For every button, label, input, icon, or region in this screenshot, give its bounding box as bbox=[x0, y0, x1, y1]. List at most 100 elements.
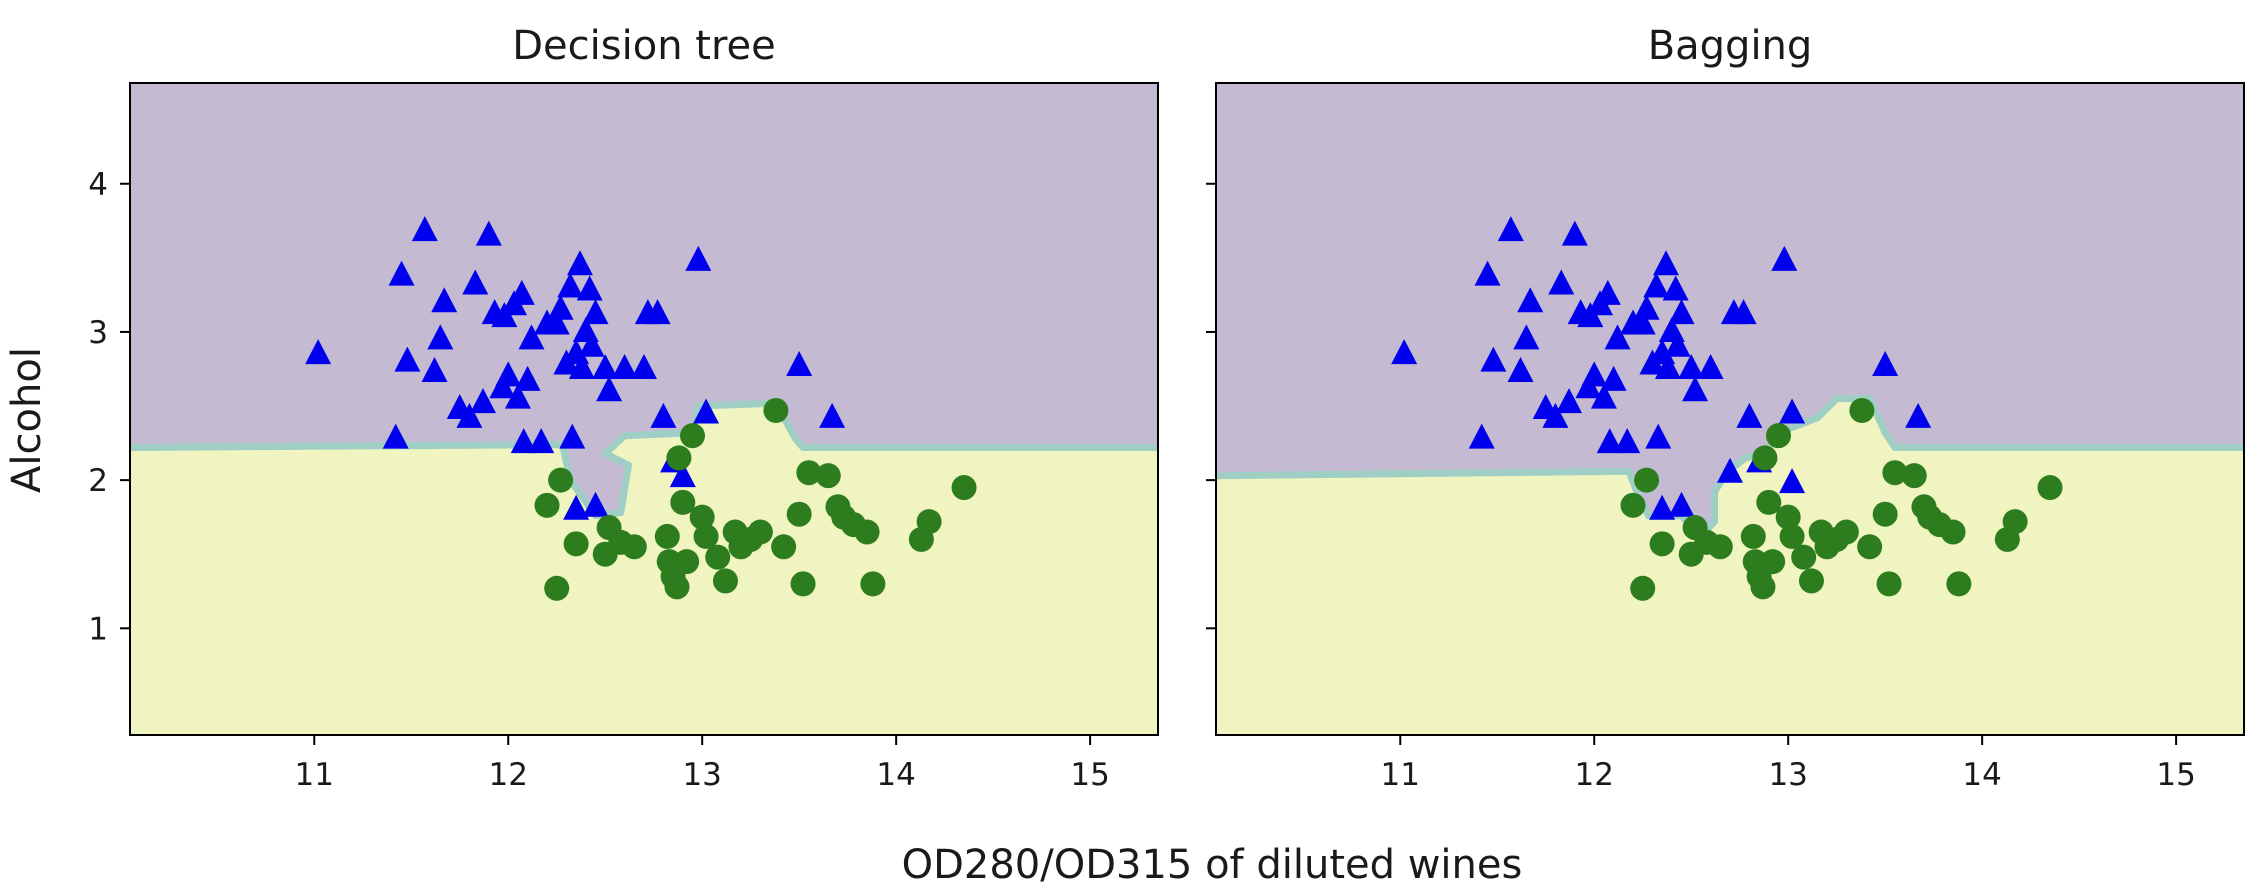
x-tick-label: 15 bbox=[2156, 757, 2195, 793]
class-1-point bbox=[1752, 445, 1778, 471]
class-0-triangle bbox=[1391, 339, 1418, 365]
class-1-point bbox=[2037, 475, 2063, 501]
class-1-point bbox=[1833, 519, 1859, 545]
class-1-point bbox=[1791, 544, 1817, 570]
class-1-point bbox=[1876, 571, 1902, 597]
class-1-point bbox=[679, 423, 705, 449]
class-1-point bbox=[790, 571, 816, 597]
class-0-triangle bbox=[566, 250, 593, 276]
class-0-triangle bbox=[495, 361, 522, 387]
class-1-point bbox=[654, 523, 680, 549]
class-0-triangle bbox=[819, 402, 846, 428]
class-0-triangle bbox=[475, 220, 502, 246]
class-1-point bbox=[705, 544, 731, 570]
bagging-panel: 11 12 13 14 15 Bagging bbox=[1206, 23, 2245, 793]
x-tick-label: 14 bbox=[876, 757, 915, 793]
class-0-triangle bbox=[421, 356, 448, 382]
class-0-triangle bbox=[1517, 287, 1544, 313]
class-1-point bbox=[1620, 492, 1646, 518]
class-0-triangle bbox=[1594, 279, 1621, 305]
class-1-point bbox=[563, 531, 589, 557]
class-1-point bbox=[916, 509, 942, 535]
class-1-point bbox=[763, 397, 789, 423]
class-0-triangle bbox=[547, 294, 574, 320]
class-1-point bbox=[2002, 509, 2028, 535]
class-1-point bbox=[1775, 504, 1801, 530]
class-1-point bbox=[854, 519, 880, 545]
class-1-point bbox=[1740, 523, 1766, 549]
class-0-triangle bbox=[1629, 309, 1656, 335]
class-0-triangle bbox=[557, 272, 584, 298]
class-1-point bbox=[544, 575, 570, 601]
class-0-triangle bbox=[456, 402, 483, 428]
class-0-triangle bbox=[1513, 324, 1540, 350]
class-0-triangle bbox=[305, 339, 332, 365]
class-0-triangle bbox=[510, 428, 537, 454]
class-1-point bbox=[1857, 534, 1883, 560]
decision-boundary bbox=[130, 399, 1158, 520]
axes-frame bbox=[129, 82, 1159, 736]
class-0-triangle bbox=[1730, 299, 1757, 325]
class-0-triangle bbox=[596, 376, 623, 402]
class-0-triangle bbox=[1662, 275, 1689, 301]
class-0-triangle bbox=[1497, 216, 1524, 242]
class-0-triangle bbox=[1596, 428, 1623, 454]
x-tick-label: 13 bbox=[682, 757, 721, 793]
y-tick-label: 1 bbox=[88, 611, 108, 647]
class-0-triangle bbox=[431, 287, 458, 313]
x-tick-label: 11 bbox=[295, 757, 334, 793]
class-1-point bbox=[1756, 489, 1782, 515]
class-0-triangle bbox=[1664, 331, 1691, 357]
y-tick-label: 3 bbox=[88, 315, 108, 351]
x-axis-label: OD280/OD315 of diluted wines bbox=[902, 842, 1523, 888]
class-0-triangle bbox=[427, 324, 454, 350]
class-1-point bbox=[1872, 501, 1898, 527]
class-0-triangle bbox=[1668, 299, 1695, 325]
class-0-triangle bbox=[611, 353, 638, 379]
class-1-point bbox=[670, 489, 696, 515]
class-1-point bbox=[771, 534, 797, 560]
class-1-point bbox=[1750, 574, 1776, 600]
class-1-point bbox=[1849, 397, 1875, 423]
class-0-triangle bbox=[1561, 220, 1588, 246]
y-tick-label: 2 bbox=[88, 463, 108, 499]
class-0-triangle bbox=[1779, 398, 1806, 424]
class-0-triangle bbox=[786, 351, 813, 377]
class-0-triangle bbox=[1556, 388, 1583, 414]
class-0-triangle bbox=[382, 423, 409, 449]
class-1-point bbox=[1882, 460, 1908, 486]
class-0-triangle bbox=[582, 299, 609, 325]
class-1-point bbox=[534, 492, 560, 518]
class-1-point bbox=[1901, 463, 1927, 489]
class-0-triangle bbox=[1480, 346, 1507, 372]
class-0-triangle bbox=[388, 260, 415, 286]
class-1-point bbox=[1634, 467, 1660, 493]
class-0-triangle bbox=[1600, 365, 1627, 391]
class-0-triangle bbox=[504, 383, 531, 409]
class-1-point bbox=[1760, 549, 1786, 575]
class-0-triangle bbox=[518, 324, 545, 350]
class-1-point bbox=[1649, 531, 1675, 557]
class-0-triangle bbox=[578, 331, 605, 357]
class-0-triangle bbox=[582, 491, 609, 517]
x-tick-label: 11 bbox=[1381, 757, 1420, 793]
class-0-triangle bbox=[528, 428, 555, 454]
class-0-triangle bbox=[1654, 353, 1681, 379]
class-1-point bbox=[674, 549, 700, 575]
class-1-point bbox=[1707, 534, 1733, 560]
panel-title: Decision tree bbox=[512, 23, 775, 69]
class-1-point bbox=[1765, 423, 1791, 449]
class-1-point bbox=[1630, 575, 1656, 601]
class-1-point bbox=[1946, 571, 1972, 597]
class-0-triangle bbox=[576, 275, 603, 301]
class-0-triangle bbox=[1548, 269, 1575, 295]
class-0-triangle bbox=[559, 423, 586, 449]
class-0-triangle bbox=[1649, 494, 1676, 520]
class-0-triangle bbox=[1652, 250, 1679, 276]
class-0-triangle bbox=[1872, 351, 1899, 377]
class-0-triangle bbox=[1633, 294, 1660, 320]
class-0-triangle bbox=[1668, 491, 1695, 517]
class-1-point bbox=[796, 460, 822, 486]
class-1-point bbox=[548, 467, 574, 493]
